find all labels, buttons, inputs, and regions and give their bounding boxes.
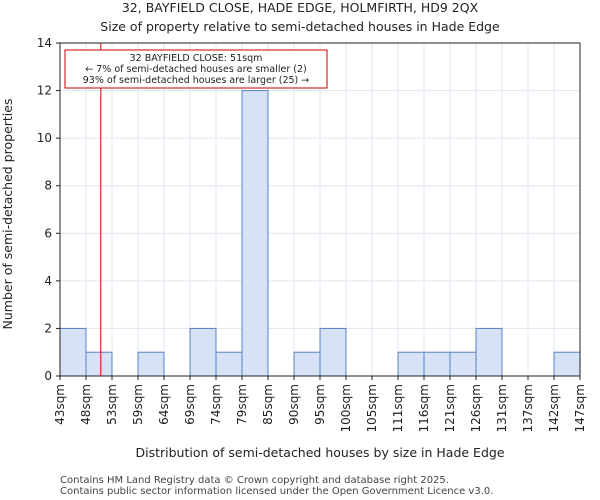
plot-frame [59,42,581,377]
x-tick-label-126sqm: 126sqm [469,384,483,432]
x-tick-label-147sqm: 147sqm [573,384,587,432]
x-tick-label-131sqm: 131sqm [495,384,509,432]
x-tick-label-59sqm: 59sqm [131,384,145,425]
x-tick-label-43sqm: 43sqm [53,384,67,425]
bar-48sqm [85,351,113,377]
x-tick-label-48sqm: 48sqm [79,384,93,425]
bar-43sqm [59,327,87,377]
y-tick-label-2: 2 [44,321,52,335]
bar-116sqm [423,351,451,377]
y-tick-label-4: 4 [44,274,52,288]
x-tick-label-105sqm: 105sqm [365,384,379,432]
bar-group [59,90,581,377]
bar-74sqm [215,351,243,377]
x-tick-label-100sqm: 100sqm [339,384,353,432]
x-axis-ticks: 43sqm 48sqm 53sqm 59sqm 64sqm 69sqm 74sqm 79sqm… [53,376,587,432]
x-tick-label-116sqm: 116sqm [417,384,431,432]
x-tick-label-79sqm: 79sqm [235,384,249,425]
chart-title: 32, BAYFIELD CLOSE, HADE EDGE, HOLMFIRTH… [122,0,479,15]
y-tick-label-8: 8 [44,179,52,193]
x-tick-label-111sqm: 111sqm [391,384,405,432]
x-tick-label-69sqm: 69sqm [183,384,197,425]
x-axis-label: Distribution of semi-detached houses by … [135,445,504,460]
x-tick-label-90sqm: 90sqm [287,384,301,425]
footer-line-2: Contains public sector information licen… [60,486,493,497]
x-tick-label-137sqm: 137sqm [521,384,535,432]
annotation-box: 32 BAYFIELD CLOSE: 51sqm ← 7% of semi-de… [64,49,328,89]
x-tick-label-95sqm: 95sqm [313,384,327,425]
x-tick-label-121sqm: 121sqm [443,384,457,432]
y-axis-label: Number of semi-detached properties [0,99,15,330]
chart-subtitle: Size of property relative to semi-detach… [100,19,500,34]
bar-59sqm [137,351,165,377]
annotation-line-3: 93% of semi-detached houses are larger (… [83,75,310,86]
bar-126sqm [475,327,503,377]
grid-lines [59,42,581,377]
x-tick-label-142sqm: 142sqm [547,384,561,432]
bar-121sqm [449,351,477,377]
y-tick-label-12: 12 [37,84,52,98]
x-tick-label-74sqm: 74sqm [209,384,223,425]
x-tick-label-53sqm: 53sqm [105,384,119,425]
x-tick-label-85sqm: 85sqm [261,384,275,425]
y-axis-ticks: 0 2 4 6 8 10 12 14 [37,36,60,383]
annotation-line-1: 32 BAYFIELD CLOSE: 51sqm [130,53,263,64]
bar-95sqm [319,327,347,377]
y-tick-label-10: 10 [37,131,52,145]
bar-79sqm [241,90,269,377]
y-tick-label-6: 6 [44,226,52,240]
y-tick-label-14: 14 [37,36,52,50]
footer-line-1: Contains HM Land Registry data © Crown c… [60,475,449,486]
bar-111sqm [397,351,425,377]
x-tick-label-64sqm: 64sqm [157,384,171,425]
bar-142sqm [553,351,581,377]
bar-69sqm [189,327,217,377]
annotation-line-2: ← 7% of semi-detached houses are smaller… [85,64,306,75]
bar-90sqm [293,351,321,377]
y-tick-label-0: 0 [44,369,52,383]
